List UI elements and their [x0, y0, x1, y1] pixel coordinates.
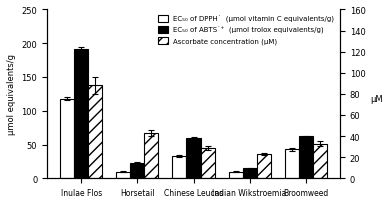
Bar [257, 154, 271, 178]
Bar [313, 144, 327, 178]
Bar [144, 133, 158, 178]
Bar [285, 150, 299, 178]
Bar [130, 163, 144, 178]
Bar [299, 137, 313, 178]
Bar [60, 99, 74, 178]
Y-axis label: μM: μM [370, 94, 383, 103]
Bar [116, 172, 130, 178]
Legend: EC₅₀ of DPPH˙  (μmol vitamin C equivalents/g), EC₅₀ of ABTS˙⁺  (μmol trolox equi: EC₅₀ of DPPH˙ (μmol vitamin C equivalent… [156, 14, 337, 47]
Bar [172, 156, 186, 178]
Bar [74, 49, 89, 178]
Bar [243, 168, 257, 178]
Bar [200, 148, 215, 178]
Y-axis label: μmol equivalents/g: μmol equivalents/g [7, 54, 16, 135]
Bar [186, 138, 200, 178]
Bar [229, 172, 243, 178]
Bar [89, 86, 102, 178]
